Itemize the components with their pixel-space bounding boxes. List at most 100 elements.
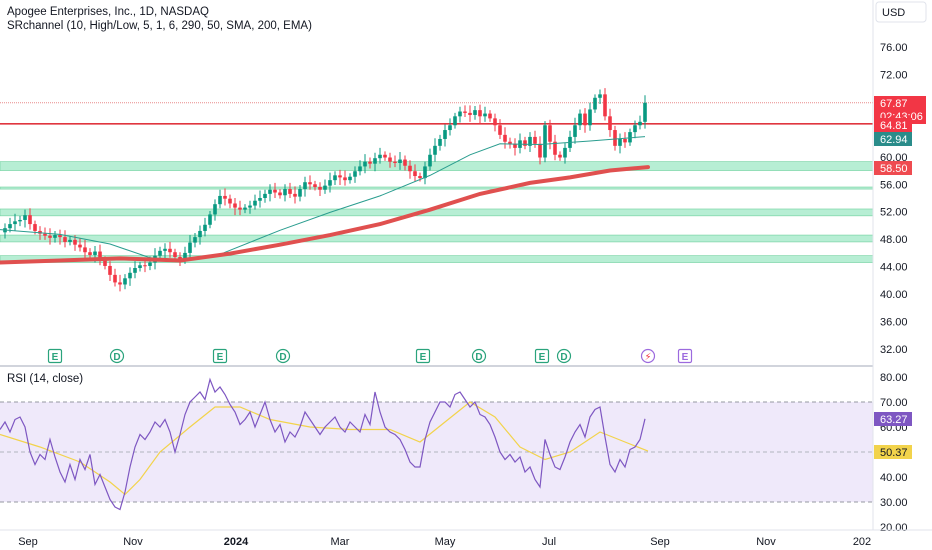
candle-body (598, 94, 602, 98)
candle-body (328, 180, 332, 186)
news-marker[interactable]: ⚡ (640, 348, 656, 364)
candle-body (108, 265, 112, 275)
price-axis[interactable] (874, 0, 932, 530)
earnings-marker[interactable]: E (534, 348, 550, 364)
candle-body (193, 237, 197, 243)
candle-body (398, 159, 402, 163)
currency-button[interactable] (875, 1, 927, 23)
candle-body (363, 161, 367, 167)
sma-price: 62.94 (880, 134, 908, 146)
candle-body (178, 257, 182, 260)
candle-body (448, 125, 452, 131)
candle-body (113, 274, 117, 283)
candle-body (313, 184, 317, 188)
event-label: E (420, 352, 427, 363)
candle-body (238, 207, 242, 210)
price-tick: 76.00 (880, 42, 908, 54)
candle-body (468, 112, 472, 115)
price-tick: 60.00 (880, 152, 908, 164)
candle-body (288, 189, 292, 194)
rsi-tick: 80.00 (880, 372, 908, 384)
earnings-icon (677, 348, 693, 364)
candle-body (513, 143, 517, 148)
event-label: D (560, 352, 567, 363)
candle-body (438, 138, 442, 146)
time-axis[interactable]: Sep Nov 2024 Mar May Jul Sep Nov 202 (18, 536, 871, 548)
candle-body (183, 252, 187, 260)
dividend-marker[interactable]: D (275, 348, 291, 364)
rsi-legend[interactable]: RSI (14, close) (7, 373, 83, 385)
dividend-icon (471, 348, 487, 364)
candle-body (63, 237, 67, 242)
candle-body (218, 195, 222, 205)
candle-body (198, 230, 202, 238)
price-tick: 44.00 (880, 262, 908, 274)
earnings-marker[interactable]: E (47, 348, 63, 364)
earnings-marker[interactable]: E (677, 348, 693, 364)
sr-zone (0, 186, 874, 190)
earnings-marker[interactable]: E (212, 348, 228, 364)
candle-body (213, 204, 217, 215)
candle-body (263, 193, 267, 198)
candle-body (138, 265, 142, 269)
candle-body (318, 187, 322, 190)
price-tick: 48.00 (880, 234, 908, 246)
candle-body (553, 141, 557, 155)
candle-body (368, 161, 372, 164)
candle-body (53, 235, 57, 238)
candle-body (78, 244, 82, 248)
sr-zone (0, 234, 874, 243)
candle-body (333, 175, 337, 181)
rsi-line (0, 377, 646, 511)
candle-body (348, 176, 352, 181)
candle-body (618, 138, 622, 146)
time-label: Mar (331, 536, 350, 548)
candle-body (643, 102, 647, 122)
time-label: Sep (18, 536, 38, 548)
symbol-title[interactable]: Apogee Enterprises, Inc., 1D, NASDAQ (7, 6, 209, 18)
candle-body (473, 110, 477, 115)
candle-body (343, 177, 347, 181)
candle-body (98, 251, 102, 260)
candle-body (168, 248, 172, 253)
candle-body (533, 136, 537, 144)
price-tick: 36.00 (880, 317, 908, 329)
candle-body (423, 166, 427, 179)
candle-body (583, 113, 587, 126)
dividend-icon (109, 348, 125, 364)
rsi-tick: 30.00 (880, 497, 908, 509)
candle-body (353, 171, 357, 177)
candle-body (463, 111, 467, 113)
event-label: E (217, 352, 224, 363)
event-label: E (539, 352, 546, 363)
dividend-marker[interactable]: D (471, 348, 487, 364)
candle-body (563, 147, 567, 158)
candle-body (308, 182, 312, 185)
earnings-marker[interactable]: E (415, 348, 431, 364)
dividend-marker[interactable]: D (109, 348, 125, 364)
time-label: Jul (542, 536, 556, 548)
candle-body (223, 195, 227, 199)
candle-body (208, 214, 212, 225)
indicator-legend[interactable]: SRchannel (10, High/Low, 5, 1, 6, 290, 5… (7, 20, 312, 32)
candle-body (358, 166, 362, 172)
candle-body (578, 113, 582, 126)
resistance-badge: 64.81 (874, 118, 912, 132)
rsi-ma-line (0, 401, 649, 496)
sma-badge: 62.94 (874, 132, 912, 146)
candle-body (258, 198, 262, 201)
dividend-icon (275, 348, 291, 364)
candle-body (303, 182, 307, 190)
candle-body (338, 175, 342, 178)
candle-body (278, 192, 282, 196)
candle-body (383, 154, 387, 158)
candle-body (298, 189, 302, 197)
earnings-icon (47, 348, 63, 364)
rsi-tick: 70.00 (880, 397, 908, 409)
candle-body (48, 235, 52, 238)
candle-body (573, 125, 577, 137)
event-label: D (279, 352, 286, 363)
dividend-marker[interactable]: D (556, 348, 572, 364)
rsi-tick: 40.00 (880, 472, 908, 484)
